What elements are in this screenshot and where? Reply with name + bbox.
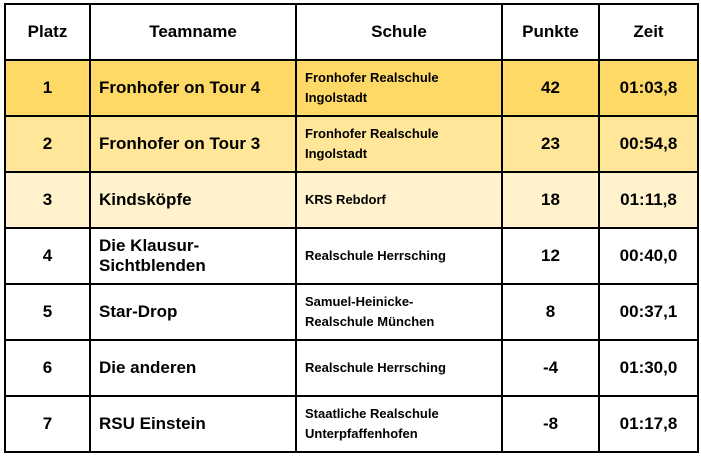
- cell-punkte: 12: [501, 227, 600, 285]
- table-row: 7 RSU Einstein Staatliche Realschule Unterp…: [4, 395, 699, 453]
- cell-schule: Samuel-Heinicke- Realschule München: [295, 283, 503, 341]
- cell-platz: 2: [4, 115, 91, 173]
- school-line: Fronhofer Realschule: [305, 126, 439, 141]
- cell-schule: Fronhofer Realschule Ingolstadt: [295, 59, 503, 117]
- school-line: Realschule Herrsching: [305, 360, 446, 375]
- cell-zeit: 01:11,8: [598, 171, 699, 229]
- cell-team: RSU Einstein: [89, 395, 297, 453]
- cell-zeit: 00:40,0: [598, 227, 699, 285]
- cell-schule: Realschule Herrsching: [295, 339, 503, 397]
- ranking-table: Platz Teamname Schule Punkte Zeit 1 Fronh…: [4, 3, 699, 453]
- school-line: Staatliche Realschule: [305, 406, 439, 421]
- header-punkte: Punkte: [501, 3, 600, 61]
- header-platz: Platz: [4, 3, 91, 61]
- cell-team: Die Klausur-Sichtblenden: [89, 227, 297, 285]
- cell-team: Kindsköpfe: [89, 171, 297, 229]
- school-line: Realschule München: [305, 314, 435, 329]
- table-row: 4 Die Klausur-Sichtblenden Realschule Herr…: [4, 227, 699, 285]
- cell-schule: Realschule Herrsching: [295, 227, 503, 285]
- cell-punkte: 23: [501, 115, 600, 173]
- cell-zeit: 00:37,1: [598, 283, 699, 341]
- cell-platz: 3: [4, 171, 91, 229]
- cell-punkte: 18: [501, 171, 600, 229]
- school-line: Samuel-Heinicke-: [305, 294, 414, 309]
- cell-punkte: -8: [501, 395, 600, 453]
- cell-schule: Staatliche Realschule Unterpfaffenhofen: [295, 395, 503, 453]
- cell-platz: 4: [4, 227, 91, 285]
- cell-punkte: 8: [501, 283, 600, 341]
- cell-schule: KRS Rebdorf: [295, 171, 503, 229]
- table-row: 2 Fronhofer on Tour 3 Fronhofer Realschule…: [4, 115, 699, 173]
- cell-zeit: 01:03,8: [598, 59, 699, 117]
- cell-platz: 7: [4, 395, 91, 453]
- cell-platz: 1: [4, 59, 91, 117]
- header-row: Platz Teamname Schule Punkte Zeit: [4, 3, 699, 61]
- cell-punkte: -4: [501, 339, 600, 397]
- school-line: Fronhofer Realschule: [305, 70, 439, 85]
- school-line: Ingolstadt: [305, 90, 368, 105]
- cell-zeit: 00:54,8: [598, 115, 699, 173]
- school-line: Ingolstadt: [305, 146, 368, 161]
- header-schule: Schule: [295, 3, 503, 61]
- school-line: Realschule Herrsching: [305, 248, 446, 263]
- cell-team: Fronhofer on Tour 4: [89, 59, 297, 117]
- cell-punkte: 42: [501, 59, 600, 117]
- cell-team: Fronhofer on Tour 3: [89, 115, 297, 173]
- cell-schule: Fronhofer Realschule Ingolstadt: [295, 115, 503, 173]
- cell-platz: 6: [4, 339, 91, 397]
- cell-zeit: 01:30,0: [598, 339, 699, 397]
- header-zeit: Zeit: [598, 3, 699, 61]
- cell-team: Die anderen: [89, 339, 297, 397]
- header-teamname: Teamname: [89, 3, 297, 61]
- table-row: 3 Kindsköpfe KRS Rebdorf 18 01:11,8: [4, 171, 699, 229]
- cell-team: Star-Drop: [89, 283, 297, 341]
- table-row: 1 Fronhofer on Tour 4 Fronhofer Realschule…: [4, 59, 699, 117]
- table-row: 6 Die anderen Realschule Herrsching -4 01:30…: [4, 339, 699, 397]
- school-line: KRS Rebdorf: [305, 192, 386, 207]
- cell-zeit: 01:17,8: [598, 395, 699, 453]
- school-line: Unterpfaffenhofen: [305, 426, 418, 441]
- cell-platz: 5: [4, 283, 91, 341]
- table-row: 5 Star-Drop Samuel-Heinicke- Realschule Mün…: [4, 283, 699, 341]
